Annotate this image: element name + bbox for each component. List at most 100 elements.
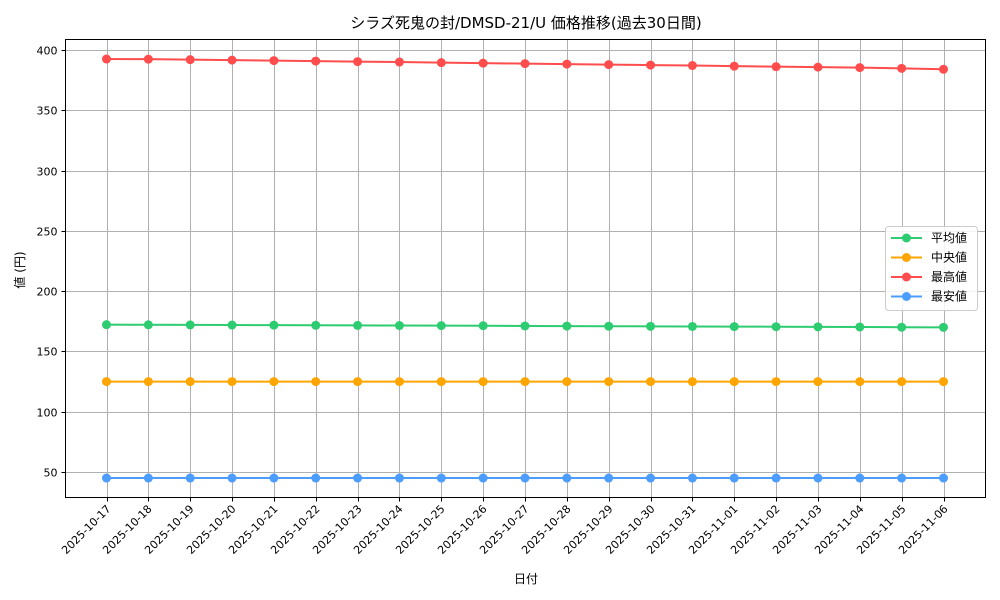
- legend-marker: [902, 253, 911, 262]
- data-point: [185, 377, 195, 387]
- data-point: [855, 473, 865, 483]
- data-point: [478, 321, 488, 331]
- data-point: [478, 58, 488, 68]
- legend-marker: [902, 233, 911, 243]
- series-lines: [102, 54, 948, 483]
- data-point: [227, 473, 237, 483]
- data-point: [562, 473, 572, 483]
- data-point: [436, 377, 446, 387]
- data-point: [855, 63, 865, 73]
- data-point: [729, 322, 739, 332]
- legend-box: [885, 226, 978, 311]
- data-point: [771, 377, 781, 387]
- data-point: [897, 322, 907, 332]
- data-point: [855, 377, 865, 387]
- y-axis-ticks: 50 100 150 200 250 300 350 400: [37, 45, 66, 480]
- data-point: [311, 320, 321, 330]
- y-axis-label: 値 (円): [12, 251, 27, 288]
- data-point: [227, 377, 237, 387]
- data-point: [311, 56, 321, 66]
- data-point: [353, 377, 363, 387]
- x-axis-ticks: 2025-10-172025-10-182025-10-192025-10-20…: [59, 497, 951, 557]
- data-point: [855, 322, 865, 332]
- legend-label: 最安値: [931, 289, 967, 304]
- x-axis-label: 日付: [514, 572, 538, 586]
- legend-label: 平均値: [931, 230, 967, 245]
- data-point: [562, 59, 572, 69]
- data-point: [771, 473, 781, 483]
- data-point: [269, 377, 279, 387]
- data-point: [604, 60, 614, 70]
- data-point: [227, 320, 237, 330]
- data-point: [729, 473, 739, 483]
- data-point: [939, 473, 948, 483]
- data-point: [394, 377, 404, 387]
- data-point: [604, 321, 614, 331]
- data-point: [646, 60, 656, 70]
- legend-label: 中央値: [931, 250, 967, 265]
- y-tick-label: 100: [37, 407, 58, 420]
- data-point: [813, 62, 823, 72]
- data-point: [143, 377, 153, 387]
- data-point: [646, 377, 656, 387]
- data-point: [897, 473, 907, 483]
- data-point: [102, 54, 111, 64]
- data-point: [687, 61, 697, 71]
- data-point: [353, 57, 363, 67]
- data-point: [394, 473, 404, 483]
- data-point: [646, 321, 656, 331]
- data-point: [143, 473, 153, 483]
- legend-marker: [902, 292, 911, 301]
- data-point: [436, 321, 446, 331]
- data-point: [102, 377, 111, 387]
- chart-title: シラズ死鬼の封/DMSD-21/U 価格推移(過去30日間): [350, 14, 701, 32]
- data-point: [897, 377, 907, 387]
- data-point: [436, 58, 446, 68]
- data-point: [939, 322, 948, 332]
- y-tick-label: 150: [37, 346, 58, 359]
- data-point: [771, 322, 781, 332]
- y-tick-label: 200: [37, 286, 58, 299]
- y-tick-label: 50: [44, 467, 58, 480]
- data-point: [185, 55, 195, 65]
- data-point: [771, 62, 781, 72]
- data-point: [311, 473, 321, 483]
- data-point: [143, 320, 153, 330]
- data-point: [520, 321, 530, 331]
- data-point: [478, 473, 488, 483]
- data-point: [729, 377, 739, 387]
- data-point: [353, 473, 363, 483]
- data-point: [311, 377, 321, 387]
- data-point: [813, 473, 823, 483]
- legend-marker: [902, 272, 911, 282]
- data-point: [604, 473, 614, 483]
- data-point: [562, 377, 572, 387]
- data-point: [687, 377, 697, 387]
- data-point: [687, 321, 697, 331]
- data-point: [520, 59, 530, 69]
- data-point: [939, 64, 948, 74]
- data-point: [813, 322, 823, 332]
- data-point: [562, 321, 572, 331]
- data-point: [478, 377, 488, 387]
- data-point: [353, 320, 363, 330]
- data-point: [520, 377, 530, 387]
- y-tick-label: 350: [37, 105, 58, 118]
- data-point: [646, 473, 656, 483]
- data-point: [227, 55, 237, 65]
- y-tick-label: 400: [37, 45, 58, 58]
- data-point: [897, 63, 907, 73]
- data-point: [813, 377, 823, 387]
- data-point: [102, 473, 111, 483]
- data-point: [269, 56, 279, 66]
- y-tick-label: 250: [37, 226, 58, 239]
- data-point: [939, 377, 948, 387]
- data-point: [394, 57, 404, 67]
- data-point: [729, 61, 739, 71]
- data-point: [269, 473, 279, 483]
- data-point: [185, 473, 195, 483]
- data-point: [185, 320, 195, 330]
- data-point: [269, 320, 279, 330]
